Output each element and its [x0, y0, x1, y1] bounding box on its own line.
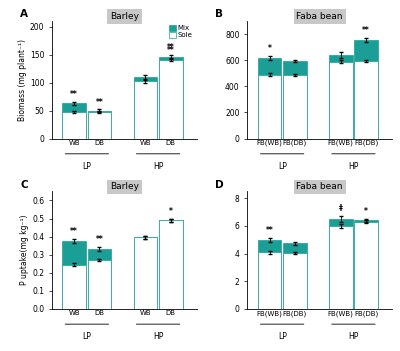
Bar [329, 226, 353, 309]
Bar [258, 252, 282, 309]
Bar [258, 74, 282, 139]
Text: **: ** [96, 98, 103, 106]
Text: HP: HP [153, 332, 163, 342]
Bar [88, 260, 111, 309]
Bar [283, 243, 307, 309]
Text: **: ** [167, 46, 174, 55]
Text: *: * [268, 44, 272, 53]
Bar [258, 58, 282, 139]
Text: *: * [364, 207, 368, 216]
Bar [258, 240, 282, 309]
Text: **: ** [70, 227, 78, 236]
Y-axis label: P uptake(mg kg⁻¹): P uptake(mg kg⁻¹) [20, 215, 30, 285]
Bar [159, 60, 182, 139]
Bar [62, 241, 86, 309]
Bar [88, 249, 111, 309]
Bar [159, 220, 182, 309]
Text: ‡: ‡ [339, 204, 343, 213]
Text: LP: LP [82, 332, 91, 342]
Bar [354, 61, 378, 139]
Text: C: C [20, 180, 28, 190]
Bar [88, 111, 111, 139]
Text: A: A [20, 9, 28, 19]
Bar [283, 74, 307, 139]
Bar [88, 112, 111, 139]
Text: *: * [169, 207, 173, 216]
Text: **: ** [266, 226, 274, 235]
Y-axis label: Biomass (mg plant⁻¹): Biomass (mg plant⁻¹) [18, 39, 27, 121]
Text: **: ** [167, 43, 174, 52]
Bar [329, 219, 353, 309]
Text: **: ** [70, 90, 78, 99]
Text: LP: LP [82, 162, 91, 171]
Title: Faba bean: Faba bean [296, 12, 343, 21]
Bar [134, 77, 157, 139]
Bar [283, 61, 307, 139]
Bar [159, 220, 182, 309]
Bar [62, 112, 86, 139]
Title: Barley: Barley [110, 12, 139, 21]
Bar [159, 57, 182, 139]
Bar [134, 238, 157, 309]
Text: B: B [216, 9, 224, 19]
Text: D: D [216, 180, 224, 190]
Bar [283, 253, 307, 309]
Bar [134, 81, 157, 139]
Text: HP: HP [348, 332, 359, 342]
Bar [354, 220, 378, 309]
Text: HP: HP [153, 162, 163, 171]
Title: Barley: Barley [110, 183, 139, 191]
Text: LP: LP [278, 162, 287, 171]
Bar [329, 55, 353, 139]
Bar [329, 61, 353, 139]
Title: Faba bean: Faba bean [296, 183, 343, 191]
Bar [62, 265, 86, 309]
Bar [134, 238, 157, 309]
Text: HP: HP [348, 162, 359, 171]
Bar [62, 103, 86, 139]
Text: **: ** [362, 26, 370, 35]
Legend: Mix, Sole: Mix, Sole [169, 25, 193, 39]
Text: LP: LP [278, 332, 287, 342]
Bar [354, 222, 378, 309]
Bar [354, 40, 378, 139]
Text: **: ** [96, 236, 103, 245]
